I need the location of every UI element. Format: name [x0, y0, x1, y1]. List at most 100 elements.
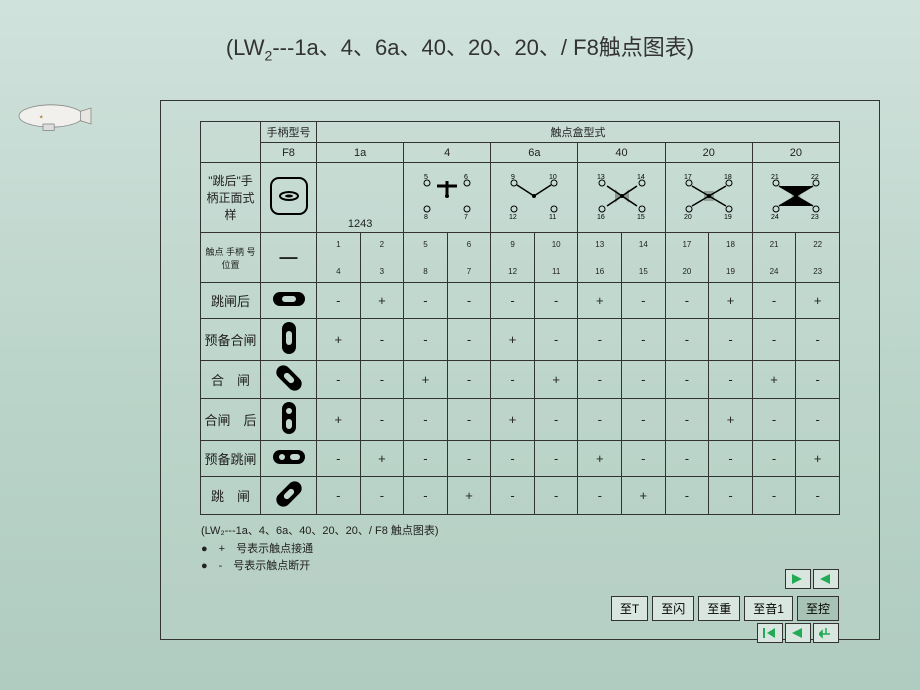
num-9: 912	[491, 233, 535, 283]
nav-to-t[interactable]: 至T	[611, 596, 648, 621]
contact-cell: -	[622, 441, 666, 477]
svg-text:17: 17	[684, 174, 692, 181]
contact-cell: -	[752, 283, 796, 319]
contact-cell: +	[317, 319, 361, 361]
table-row: 跳闸后-+----+--+-+	[201, 283, 840, 319]
contact-cell: -	[578, 399, 622, 441]
handle-icon-cell	[261, 441, 317, 477]
footer-caption: (LW₂---1a、4、6a、40、20、20、/ F8 触点图表)	[201, 523, 879, 541]
contact-diagram-4: 5687	[404, 163, 491, 233]
contact-cell: +	[404, 361, 448, 399]
contact-cell: -	[665, 283, 709, 319]
svg-text:6: 6	[464, 174, 468, 181]
num-21: 2124	[752, 233, 796, 283]
row-label: 合闸 后	[201, 399, 261, 441]
contact-cell: +	[491, 319, 535, 361]
svg-text:★: ★	[39, 114, 44, 120]
contact-cell: -	[578, 319, 622, 361]
contact-box-header: 触点盒型式	[317, 122, 840, 143]
svg-text:19: 19	[724, 214, 732, 221]
footer-note-plus: ● + 号表示触点接通	[201, 541, 879, 559]
svg-text:11: 11	[549, 214, 556, 221]
skip-back-button[interactable]	[757, 623, 783, 643]
contact-cell: +	[796, 283, 840, 319]
contact-cell: -	[709, 441, 753, 477]
row-label: 预备合闸	[201, 319, 261, 361]
num-5: 58	[404, 233, 448, 283]
num-2: 23	[360, 233, 404, 283]
contact-cell: -	[360, 477, 404, 515]
contact-cell: -	[665, 441, 709, 477]
contact-cell: -	[360, 319, 404, 361]
contact-cell: +	[709, 399, 753, 441]
contact-cell: +	[317, 399, 361, 441]
blimp-decoration: ★	[10, 100, 100, 140]
nav-button-row: 至T 至闪 至重 至音1 至控	[611, 596, 839, 621]
contact-cell: -	[796, 361, 840, 399]
contact-cell: -	[578, 477, 622, 515]
contact-cell: +	[534, 361, 578, 399]
contact-cell: +	[360, 441, 404, 477]
contact-cell: -	[491, 361, 535, 399]
contact-cell: -	[534, 319, 578, 361]
chart-panel: 手柄型号 触点盒型式 F8 1a 4 6a 40 20 20 "跳后"手柄正面式…	[160, 100, 880, 640]
contact-cell: -	[665, 319, 709, 361]
contact-cell: -	[709, 361, 753, 399]
svg-text:24: 24	[771, 214, 779, 221]
contact-cell: -	[796, 399, 840, 441]
contact-cell: -	[665, 361, 709, 399]
model-f8: F8	[261, 143, 317, 163]
num-1: 14	[317, 233, 361, 283]
nav-to-control[interactable]: 至控	[797, 596, 839, 621]
page-title: (LW2---1a、4、6a、40、20、20、/ F8触点图表)	[0, 30, 920, 63]
nav-to-sound1[interactable]: 至音1	[744, 596, 793, 621]
contact-cell: -	[534, 477, 578, 515]
svg-text:18: 18	[724, 174, 732, 181]
contact-cell: +	[360, 283, 404, 319]
play-fwd-button[interactable]	[785, 569, 811, 589]
f8-icon	[261, 163, 317, 233]
contact-cell: +	[709, 283, 753, 319]
contact-cell: -	[709, 319, 753, 361]
handle-icon-cell	[261, 283, 317, 319]
model-20a: 20	[665, 143, 752, 163]
contact-cell: -	[317, 477, 361, 515]
handle-icon-cell	[261, 399, 317, 441]
contact-cell: -	[491, 477, 535, 515]
contact-cell: +	[491, 399, 535, 441]
contact-cell: -	[622, 283, 666, 319]
model-40: 40	[578, 143, 665, 163]
nav-to-flash[interactable]: 至闪	[652, 596, 694, 621]
contact-cell: -	[447, 319, 491, 361]
contact-cell: -	[491, 283, 535, 319]
footer-notes: (LW₂---1a、4、6a、40、20、20、/ F8 触点图表) ● + 号…	[201, 523, 879, 576]
contact-diagram-6a: 9101211	[491, 163, 578, 233]
num-13: 1316	[578, 233, 622, 283]
contact-diagram-40: 13141615	[578, 163, 665, 233]
table-row: 合 闸--+--+----+-	[201, 361, 840, 399]
contact-cell: +	[752, 361, 796, 399]
contact-cell: -	[534, 283, 578, 319]
prev-button[interactable]	[785, 623, 811, 643]
svg-text:12: 12	[509, 214, 517, 221]
contact-cell: -	[447, 399, 491, 441]
handle-style-label: "跳后"手柄正面式样	[201, 163, 261, 233]
row-label: 预备跳闸	[201, 441, 261, 477]
contact-cell: -	[534, 399, 578, 441]
contact-cell: +	[447, 477, 491, 515]
contact-cell: -	[404, 399, 448, 441]
contact-cell: -	[317, 441, 361, 477]
contact-cell: -	[752, 441, 796, 477]
handle-icon-cell	[261, 361, 317, 399]
svg-text:15: 15	[637, 214, 645, 221]
model-6a: 6a	[491, 143, 578, 163]
nav-to-reclose[interactable]: 至重	[698, 596, 740, 621]
handle-style-row: "跳后"手柄正面式样 1243 5687 9101211	[201, 163, 840, 233]
return-button[interactable]	[813, 623, 839, 643]
contact-cell: -	[447, 361, 491, 399]
play-back-button[interactable]	[813, 569, 839, 589]
svg-text:8: 8	[424, 214, 428, 221]
header-row-2: F8 1a 4 6a 40 20 20	[201, 143, 840, 163]
num-10: 1011	[534, 233, 578, 283]
num-22: 2223	[796, 233, 840, 283]
